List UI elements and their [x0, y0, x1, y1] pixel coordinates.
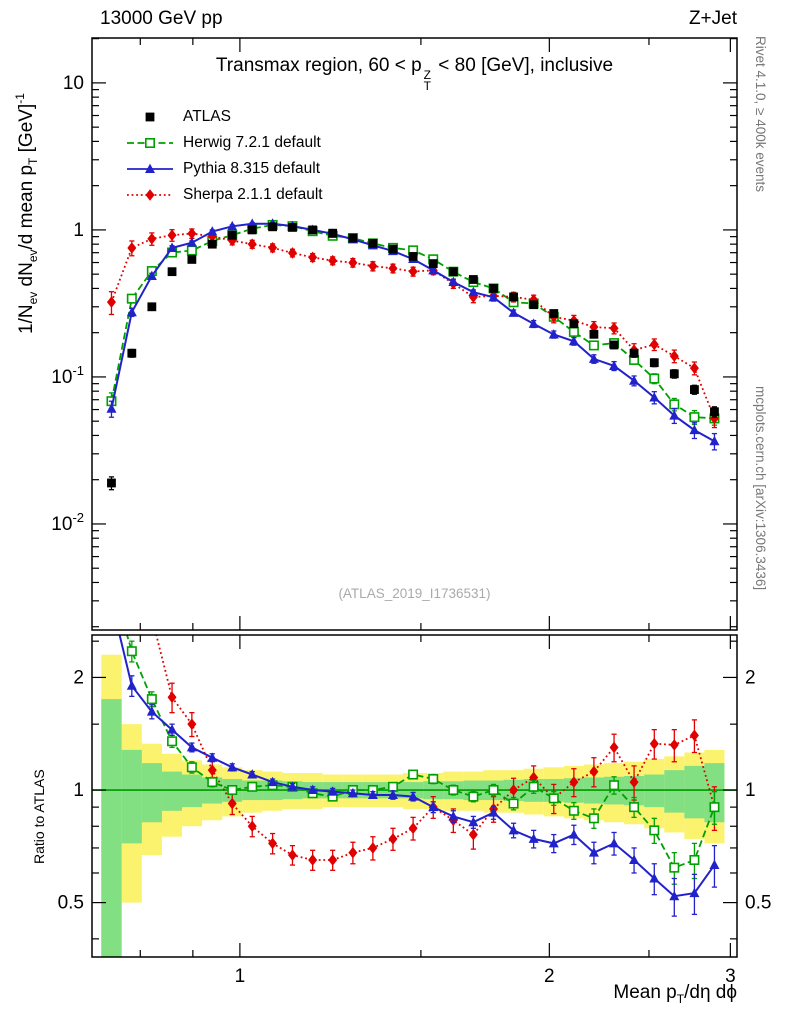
- pt-subscript: T: [423, 79, 432, 93]
- x-tick-label: 1: [235, 966, 246, 987]
- legend: ATLAS Herwig 7.2.1 default Pythia 8.315 de…: [126, 104, 323, 208]
- legend-label-herwig: Herwig 7.2.1 default: [183, 134, 321, 151]
- beam-energy-label: 13000 GeV pp: [100, 8, 223, 29]
- y-axis-label-ratio: Ratio to ATLAS: [31, 769, 47, 864]
- legend-label-pythia: Pythia 8.315 default: [183, 160, 321, 177]
- legend-item-atlas: ATLAS: [126, 104, 323, 130]
- ratio-tick-label-left: 0.5: [58, 893, 84, 914]
- band-green: [101, 699, 122, 957]
- x-axis-label: Mean pT/dη dϕ: [613, 982, 737, 1006]
- atlas-marker-icon: [145, 112, 155, 122]
- series-herwig-ratio: [126, 635, 720, 885]
- rivet-version-note: Rivet 4.1.0, ≥ 400k events: [753, 36, 768, 192]
- plot-title-text-end: < 80 [GeV], inclusive: [433, 55, 614, 76]
- legend-item-herwig: Herwig 7.2.1 default: [126, 130, 323, 156]
- band-green: [644, 774, 665, 808]
- band-green: [664, 770, 685, 813]
- mcplots-citation-note: mcplots.cern.ch [arXiv:1306.3436]: [753, 386, 768, 591]
- x-axis-label-subscript: T: [676, 992, 685, 1006]
- panel-frame: [91, 37, 738, 631]
- ratio-tick-label-right: 2: [745, 667, 756, 688]
- ratio-tick-label-left: 1: [73, 780, 84, 801]
- process-label: Z+Jet: [688, 8, 737, 29]
- y-axis-label-main: 1/Nev dNev/d mean pT [GeV]-1: [13, 93, 40, 334]
- series-herwig-main: [106, 219, 720, 426]
- series-pythia-ratio: [118, 635, 720, 917]
- ratio-tick-label-right: 1: [745, 780, 756, 801]
- uncertainty-bands: [101, 654, 725, 957]
- band-green: [141, 763, 162, 823]
- pt-superscript: Z: [423, 68, 432, 82]
- band-green: [684, 765, 705, 819]
- herwig-marker-icon: [127, 138, 173, 148]
- pythia-marker-icon: [127, 163, 173, 173]
- x-axis-label-text-end: /dη dϕ: [684, 982, 737, 1003]
- x-tick-label: 3: [725, 966, 736, 987]
- legend-item-pythia: Pythia 8.315 default: [126, 156, 323, 182]
- y-tick-label: 1: [73, 220, 84, 241]
- legend-label-sherpa: Sherpa 2.1.1 default: [183, 186, 323, 203]
- x-tick-label: 2: [544, 966, 555, 987]
- y-tick-label: 10-1: [51, 363, 84, 388]
- panel-frame: [91, 634, 738, 958]
- ratio-tick-label-right: 0.5: [745, 893, 771, 914]
- analysis-id-watermark: (ATLAS_2019_I1736531): [338, 586, 491, 601]
- y-tick-label: 10-2: [51, 510, 84, 535]
- series-atlas-main: [107, 222, 719, 491]
- legend-label-atlas: ATLAS: [183, 108, 231, 125]
- legend-item-sherpa: Sherpa 2.1.1 default: [126, 182, 323, 208]
- plot-title-text: Transmax region, 60 < p: [215, 55, 422, 76]
- ratio-tick-label-left: 2: [73, 667, 84, 688]
- band-green: [181, 774, 203, 808]
- band-green: [121, 749, 142, 844]
- x-axis-label-text: Mean p: [613, 982, 677, 1003]
- band-green: [161, 771, 182, 811]
- sherpa-marker-icon: [127, 189, 173, 201]
- y-tick-label: 10: [63, 73, 84, 94]
